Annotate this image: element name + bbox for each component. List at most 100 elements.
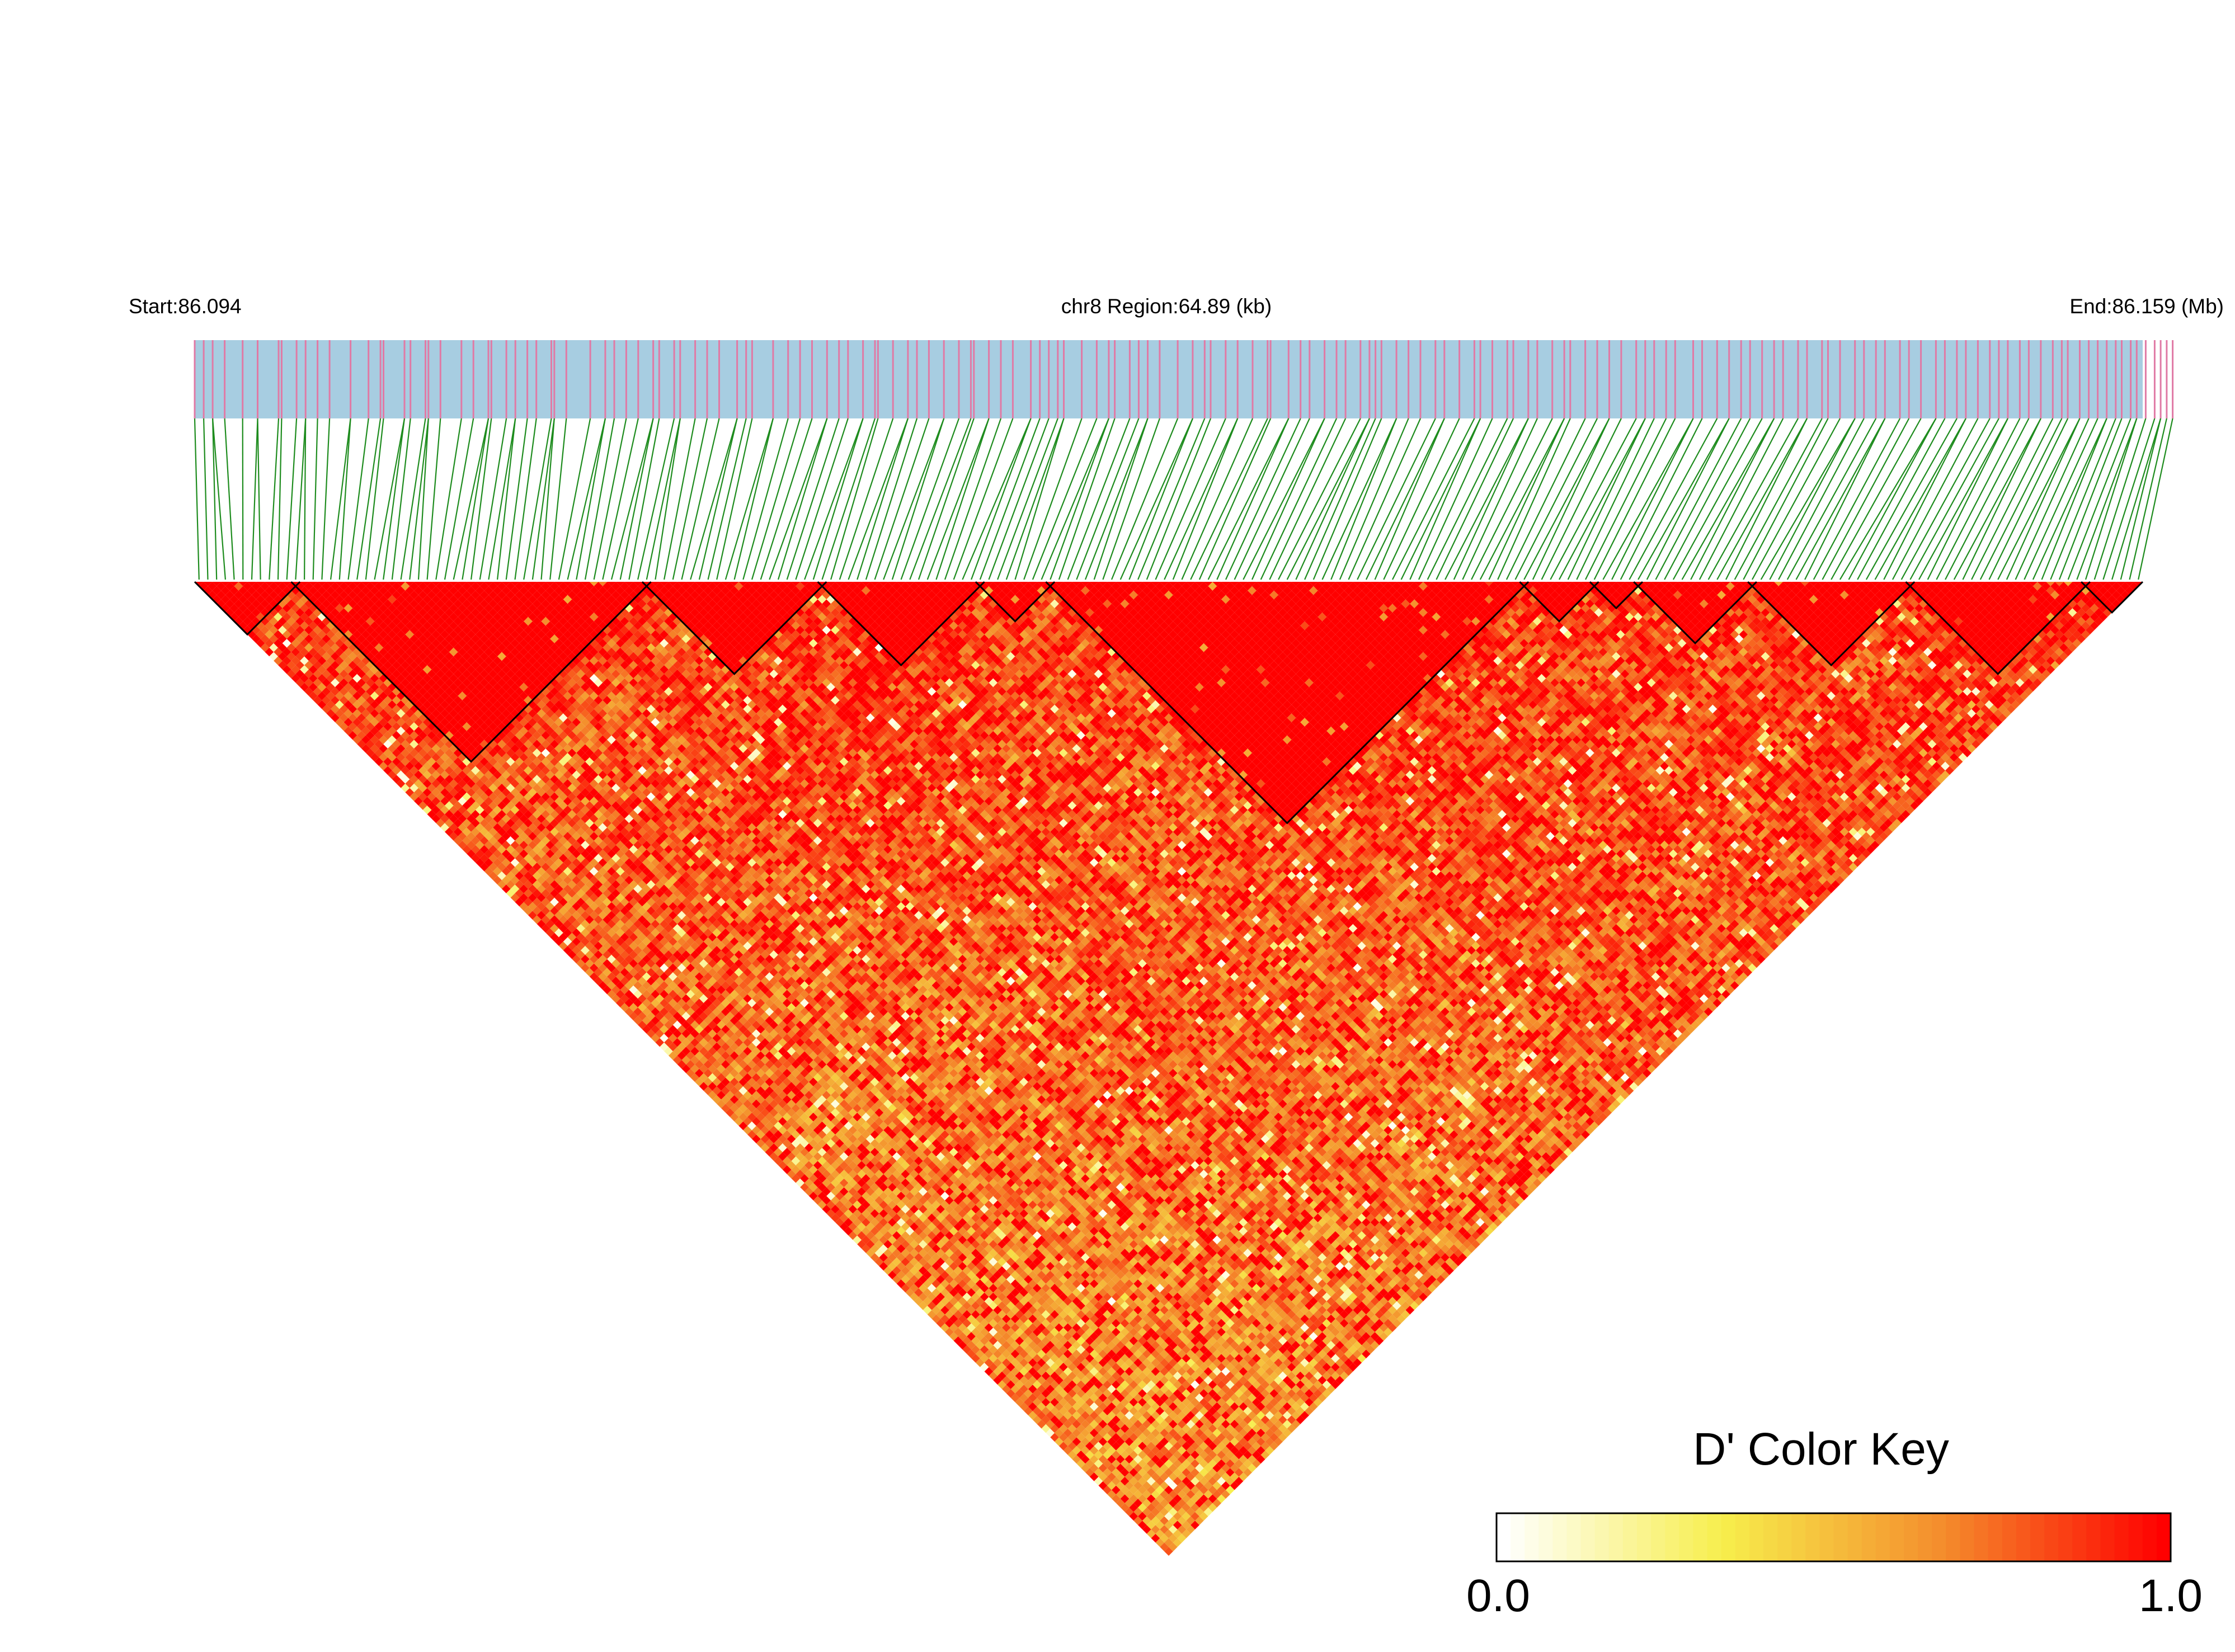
snp-connector [1111, 418, 1179, 580]
snp-connector [505, 418, 528, 580]
ld-cell [392, 766, 401, 775]
ld-cell [304, 678, 313, 688]
ld-cell [927, 1310, 937, 1319]
ld-cell [422, 806, 432, 815]
ld-cell [883, 1257, 892, 1267]
ld-cell [493, 876, 502, 885]
ld-cell [260, 634, 270, 643]
ld-cell [1085, 1468, 1094, 1477]
ld-cell [598, 972, 608, 981]
ld-cell [352, 718, 361, 727]
ld-cell [787, 1169, 796, 1179]
snp-connector [1093, 418, 1149, 580]
ld-cell [778, 1161, 787, 1170]
ld-cell [1081, 1463, 1090, 1472]
snp-connector [1576, 418, 1655, 580]
snp-connector [2102, 418, 2156, 580]
ld-cell [945, 1319, 954, 1328]
ld-cell [752, 1126, 761, 1135]
ld-cell [524, 889, 533, 898]
ld-cell [791, 1156, 801, 1165]
ld-cell [524, 906, 533, 915]
ld-cell [774, 1156, 783, 1165]
ld-cell [901, 1275, 910, 1284]
snp-connector [1058, 418, 1116, 580]
ld-cell [734, 1117, 744, 1126]
snp-connector [1523, 418, 1610, 580]
ld-cell [212, 586, 222, 595]
ld-cell [1155, 1529, 1165, 1538]
snp-connector [962, 418, 1032, 580]
ld-cell [690, 1073, 699, 1082]
ld-cell [234, 608, 243, 617]
snp-connector [1962, 418, 2041, 580]
snp-connector [2093, 418, 2147, 580]
ld-cell [651, 1016, 660, 1025]
ld-cell [1050, 1424, 1059, 1433]
ld-cell [642, 1016, 651, 1025]
ld-cell [462, 827, 472, 836]
ld-cell [286, 669, 296, 679]
ld-cell [865, 1249, 875, 1258]
ld-cell [677, 1042, 686, 1052]
ld-cell [642, 1025, 651, 1034]
ld-cell [541, 906, 550, 915]
ld-cell [822, 1204, 831, 1214]
ld-cell [405, 770, 415, 779]
snp-connector [1707, 418, 1799, 580]
snp-connector [1400, 418, 1481, 580]
snp-connector [1997, 418, 2081, 580]
snp-connector [707, 418, 747, 580]
snp-connector [979, 418, 1041, 580]
ld-cell [1006, 1389, 1015, 1398]
ld-cell [1112, 1485, 1121, 1495]
ld-cell [453, 818, 463, 828]
ld-cell [1006, 1380, 1015, 1389]
ld-cell [594, 959, 603, 968]
ld-cell [672, 1047, 682, 1056]
ld-cell [686, 1051, 695, 1060]
ld-cell [669, 1051, 677, 1060]
ld-cell [550, 924, 559, 933]
ld-cell [896, 1270, 906, 1279]
ld-cell [774, 1147, 783, 1157]
snp-connector [1734, 418, 1823, 580]
ld-cell [660, 1033, 669, 1043]
ld-cell [607, 990, 616, 999]
snp-connector [1690, 418, 1775, 580]
ld-cell [1142, 1516, 1151, 1526]
ld-cell [699, 1073, 708, 1082]
ld-cell [585, 968, 594, 977]
ld-cell [388, 761, 397, 771]
snp-connector [1778, 418, 1865, 580]
ld-cell [677, 1060, 686, 1069]
ld-cell [633, 1016, 642, 1025]
ld-cell [769, 1143, 778, 1152]
ld-cell [339, 713, 349, 722]
ld-cell [506, 889, 515, 898]
ld-cell [607, 972, 616, 981]
snp-connector [1611, 418, 1694, 580]
ld-cell [730, 1104, 739, 1113]
ld-cell [576, 950, 585, 959]
ld-cell [405, 788, 415, 797]
ld-cell [695, 1077, 704, 1086]
ld-cell [295, 661, 305, 670]
snp-connector [470, 418, 492, 580]
ld-cell [436, 818, 445, 828]
snp-connector [953, 418, 1014, 580]
ld-cell [756, 1130, 765, 1139]
ld-cell [352, 735, 361, 745]
ld-cell [756, 1121, 765, 1131]
ld-cell [322, 704, 331, 714]
ld-cell [1058, 1442, 1068, 1451]
ld-cell [502, 876, 511, 885]
ld-cell [558, 942, 568, 950]
ld-cell [633, 1007, 642, 1016]
ld-cell [471, 854, 480, 863]
ld-cell [752, 1135, 761, 1143]
ld-cell [997, 1371, 1006, 1381]
ld-cell [471, 836, 480, 845]
ld-cell [690, 1056, 699, 1065]
ld-cell [427, 809, 436, 819]
